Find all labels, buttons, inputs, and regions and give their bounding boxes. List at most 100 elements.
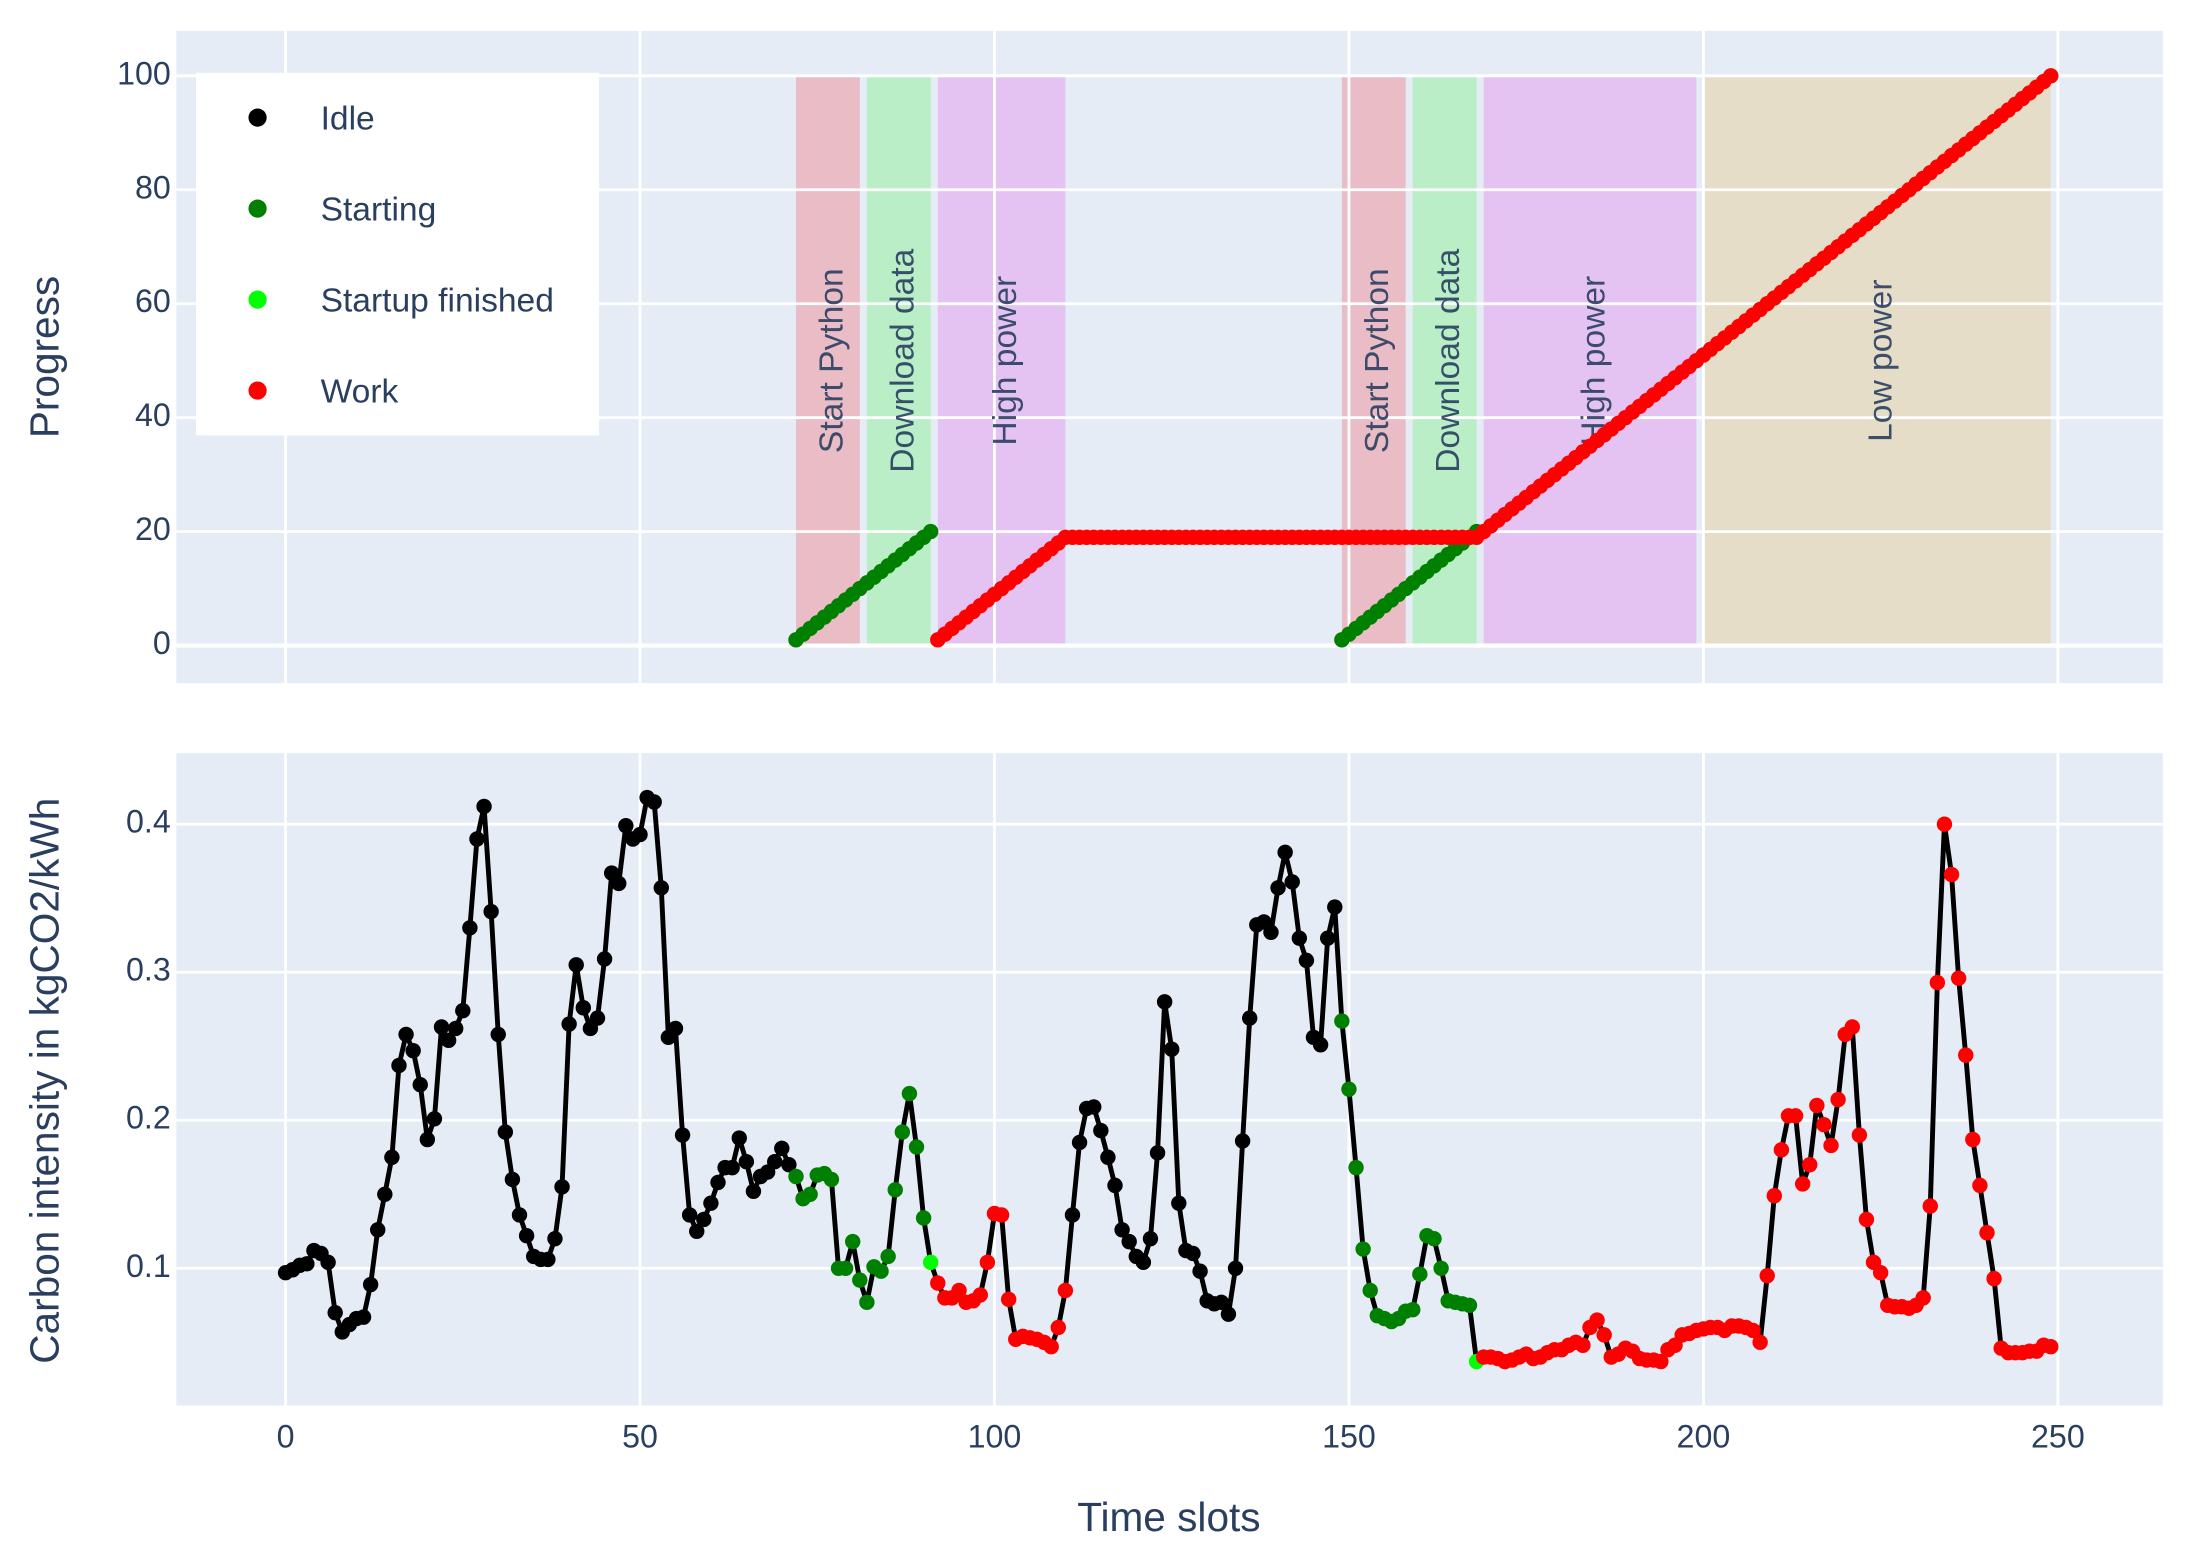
data-point	[1589, 1312, 1605, 1328]
plot-area	[176, 753, 2163, 1406]
y-tick-label: 80	[135, 169, 171, 205]
x-tick-label: 100	[968, 1419, 1022, 1455]
data-point	[1064, 1207, 1081, 1223]
data-point	[469, 831, 485, 847]
data-point	[1858, 1211, 1875, 1228]
legend-text: Starting	[321, 191, 437, 228]
y-tick-label: 0.2	[126, 1100, 171, 1136]
region	[1341, 75, 1406, 646]
y-axis-title: Carbon intensity in kgCO2/kWh	[21, 798, 67, 1364]
data-point	[1319, 930, 1336, 946]
data-point	[1100, 1149, 1116, 1165]
data-point	[1234, 1133, 1251, 1149]
x-tick-label: 200	[1677, 1419, 1731, 1455]
data-point	[1915, 1290, 1931, 1306]
data-point	[377, 1186, 393, 1202]
data-point	[1802, 1156, 1818, 1173]
data-point	[405, 1042, 421, 1059]
data-point	[908, 1139, 925, 1155]
data-point	[2043, 68, 2059, 84]
data-point	[1156, 994, 1173, 1010]
y-tick-label: 0.3	[126, 952, 171, 988]
data-point	[1759, 1267, 1775, 1284]
data-point	[873, 1263, 889, 1279]
data-point	[667, 1020, 684, 1037]
data-point	[767, 1153, 783, 1170]
data-point	[1844, 1019, 1860, 1035]
data-point	[1334, 1013, 1350, 1029]
data-point	[1348, 1159, 1364, 1176]
data-point	[462, 920, 478, 936]
data-point	[788, 1168, 804, 1185]
data-point	[1171, 1195, 1187, 1211]
data-point	[1809, 1097, 1825, 1114]
data-point	[1284, 874, 1300, 890]
data-point	[1405, 1302, 1421, 1318]
legend-marker	[248, 199, 267, 218]
data-point	[1362, 1282, 1378, 1299]
data-point	[299, 1256, 315, 1272]
data-point	[696, 1211, 712, 1228]
x-axis-title: Time slots	[1077, 1494, 1260, 1540]
data-point	[887, 1182, 903, 1198]
data-point	[993, 1207, 1010, 1223]
legend-marker	[248, 290, 267, 309]
data-point	[1979, 1225, 1995, 1241]
data-point	[703, 1195, 719, 1211]
data-point	[852, 1272, 868, 1288]
legend-marker	[248, 381, 267, 400]
data-point	[845, 1233, 861, 1250]
x-tick-label: 50	[622, 1419, 658, 1455]
region	[795, 75, 860, 646]
data-point	[731, 1130, 747, 1146]
region-label: Start Python	[813, 268, 850, 453]
data-point	[922, 523, 939, 540]
data-point	[1298, 952, 1315, 969]
data-point	[738, 1153, 755, 1170]
region-label: Low power	[1863, 279, 1900, 441]
data-point	[1575, 1337, 1591, 1353]
data-point	[455, 1003, 471, 1019]
data-point	[1057, 1282, 1074, 1299]
data-point	[1107, 1177, 1123, 1194]
data-point	[1355, 1241, 1371, 1257]
data-point	[2043, 1339, 2059, 1355]
data-point	[327, 1304, 343, 1321]
data-point	[1213, 1294, 1230, 1311]
data-point	[540, 1251, 556, 1268]
data-point	[710, 1174, 726, 1191]
region	[1483, 75, 1697, 646]
y-tick-label: 0.1	[126, 1248, 171, 1284]
data-point	[504, 1171, 521, 1188]
data-point	[1965, 1131, 1981, 1148]
data-point	[1787, 1108, 1804, 1124]
data-point	[1773, 1142, 1790, 1158]
region-label: High power	[987, 276, 1024, 446]
data-point	[837, 1260, 854, 1276]
data-point	[611, 875, 627, 892]
y-tick-label: 0	[153, 625, 171, 661]
data-point	[823, 1171, 840, 1188]
data-point	[1149, 1145, 1166, 1161]
data-point	[596, 951, 613, 967]
data-point	[1412, 1266, 1428, 1282]
data-point	[1164, 1041, 1180, 1057]
data-point	[476, 798, 492, 815]
region-label: Start Python	[1359, 268, 1396, 453]
data-point	[674, 1127, 691, 1143]
y-tick-label: 100	[117, 55, 171, 91]
y-tick-label: 20	[135, 511, 171, 547]
data-point	[1816, 1116, 1832, 1133]
data-point	[511, 1207, 528, 1223]
data-point	[1596, 1327, 1612, 1343]
data-point	[1312, 1037, 1329, 1053]
data-point	[589, 1010, 606, 1026]
data-point	[915, 1210, 932, 1226]
data-point	[1950, 970, 1967, 986]
data-point	[901, 1085, 918, 1102]
data-point	[1050, 1319, 1066, 1336]
data-point	[1752, 1334, 1768, 1350]
data-point	[1986, 1270, 2002, 1287]
data-point	[1461, 1297, 1478, 1313]
